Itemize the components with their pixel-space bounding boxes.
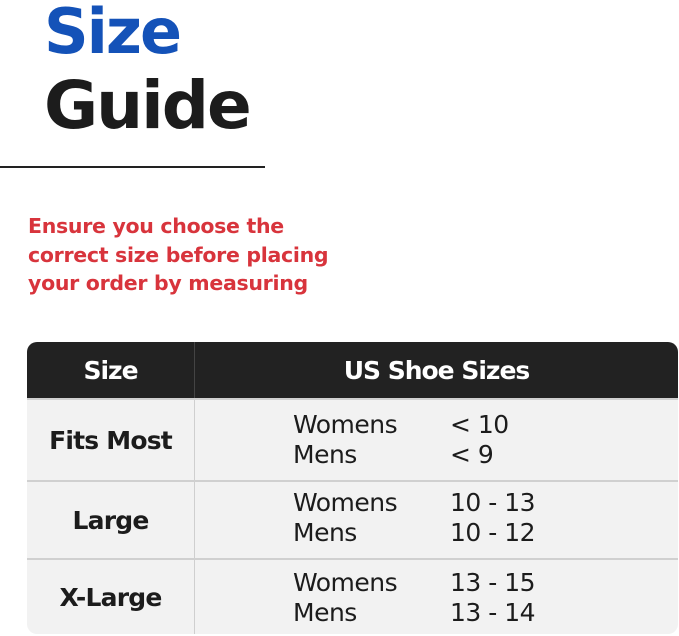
size-range: < 9 [450, 440, 494, 469]
subtitle: Ensure you choose the correct size befor… [28, 212, 368, 298]
shoe-sizes-cell: Womens 13 - 15 Mens 13 - 14 [195, 560, 678, 634]
size-label: Fits Most [27, 400, 195, 480]
group-label: Womens [293, 568, 398, 597]
size-entry: Mens < 9 [293, 440, 494, 469]
group-label: Womens [293, 488, 398, 517]
size-range: 10 - 12 [450, 518, 536, 547]
size-entry: Mens 10 - 12 [293, 518, 536, 547]
group-label: Mens [293, 440, 357, 469]
size-range: 10 - 13 [450, 488, 536, 517]
shoe-sizes-cell: Womens 10 - 13 Mens 10 - 12 [195, 482, 678, 558]
size-range: 13 - 15 [450, 568, 536, 597]
group-label: Mens [293, 598, 357, 627]
size-label: Large [27, 482, 195, 558]
divider [0, 166, 265, 168]
size-entry: Womens < 10 [293, 410, 509, 439]
size-label: X-Large [27, 560, 195, 634]
size-entry: Womens 13 - 15 [293, 568, 536, 597]
header-size: Size [27, 342, 195, 398]
title-guide: Guide [44, 67, 252, 144]
size-table: Size US Shoe Sizes Fits Most Womens < 10 Me… [27, 342, 678, 634]
table-row: Fits Most Womens < 10 Mens < 9 [27, 398, 678, 480]
subtitle-line: correct size before placing [28, 242, 329, 267]
title-size: Size [44, 0, 182, 68]
group-label: Womens [293, 410, 398, 439]
table-row: Large Womens 10 - 13 Mens 10 - 12 [27, 480, 678, 558]
table-row: X-Large Womens 13 - 15 Mens 13 - 14 [27, 558, 678, 634]
size-range: 13 - 14 [450, 598, 536, 627]
subtitle-line: Ensure you choose the [28, 214, 284, 238]
table-header: Size US Shoe Sizes [27, 342, 678, 398]
header-us-shoe-sizes: US Shoe Sizes [343, 355, 531, 385]
group-label: Mens [293, 518, 357, 547]
shoe-sizes-cell: Womens < 10 Mens < 9 [195, 400, 678, 480]
size-entry: Womens 10 - 13 [293, 488, 536, 517]
subtitle-line: your order by measuring [28, 271, 308, 295]
size-entry: Mens 13 - 14 [293, 598, 536, 627]
size-range: < 10 [450, 410, 509, 439]
